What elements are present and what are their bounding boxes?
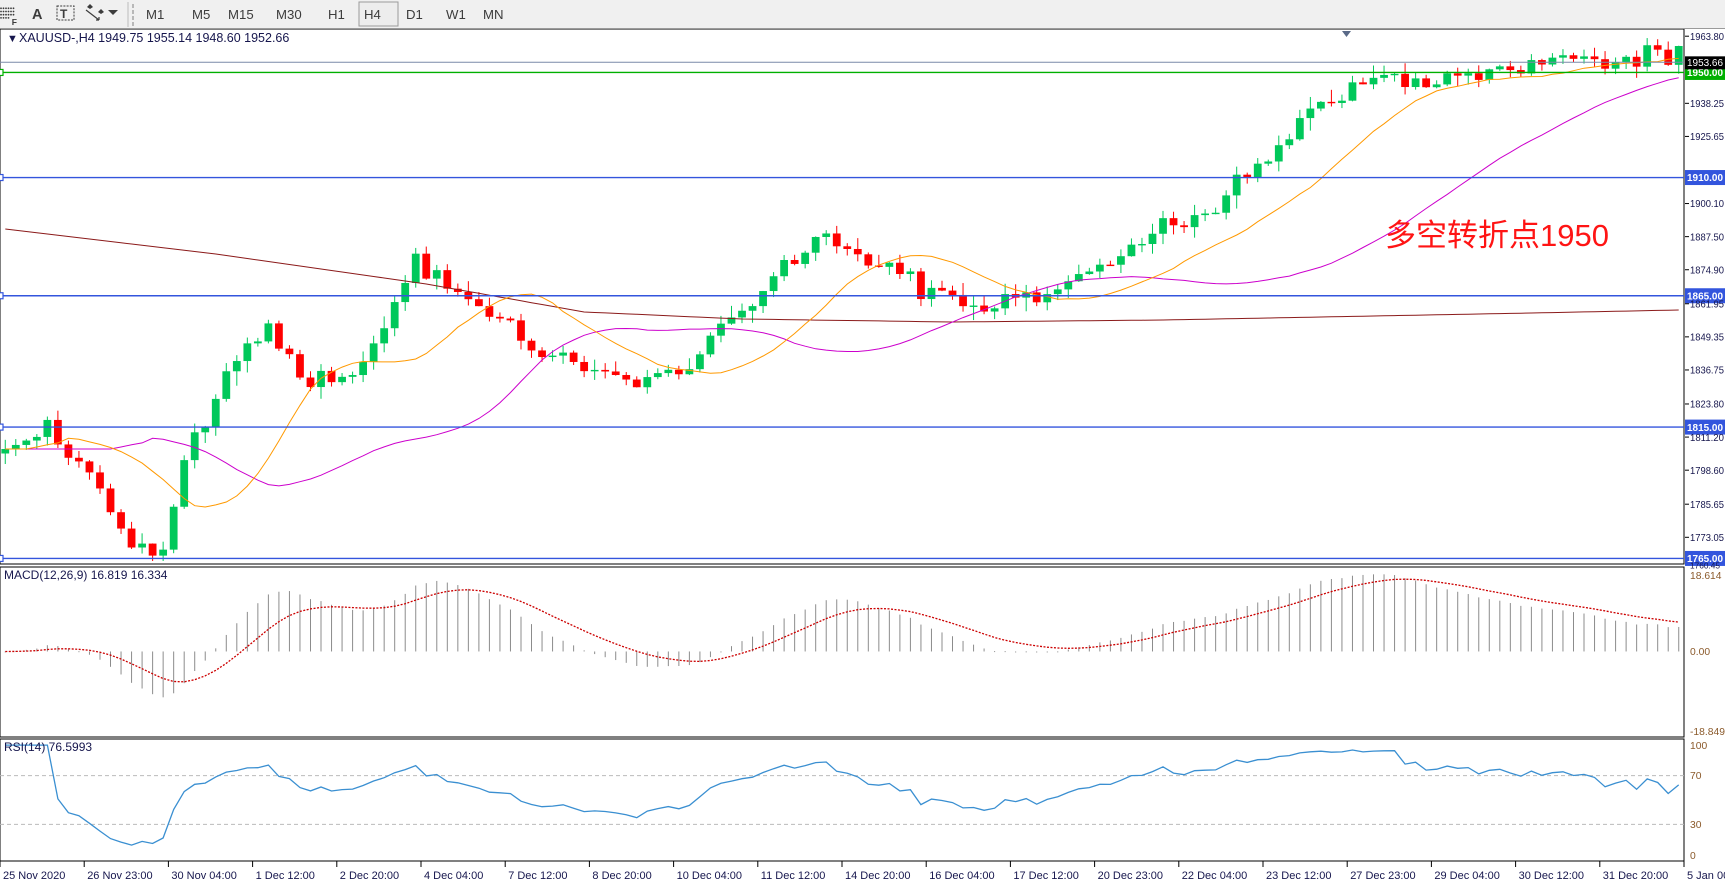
- svg-text:4 Dec 04:00: 4 Dec 04:00: [424, 870, 483, 882]
- svg-text:14 Dec 20:00: 14 Dec 20:00: [845, 870, 910, 882]
- svg-text:30 Nov 04:00: 30 Nov 04:00: [171, 870, 236, 882]
- svg-text:1773.05: 1773.05: [1690, 533, 1724, 544]
- svg-text:1760.45: 1760.45: [1690, 561, 1720, 571]
- svg-text:1938.25: 1938.25: [1690, 99, 1724, 110]
- svg-text:1849.35: 1849.35: [1690, 333, 1724, 344]
- svg-text:1887.50: 1887.50: [1690, 232, 1724, 243]
- svg-text:26 Nov 23:00: 26 Nov 23:00: [87, 870, 152, 882]
- svg-text:30: 30: [1690, 820, 1702, 831]
- svg-text:5 Jan 00:00: 5 Jan 00:00: [1687, 870, 1725, 882]
- svg-text:1823.80: 1823.80: [1690, 400, 1724, 411]
- svg-text:1861.95: 1861.95: [1690, 299, 1724, 310]
- svg-text:MN: MN: [483, 7, 504, 22]
- svg-text:1785.65: 1785.65: [1690, 500, 1724, 511]
- svg-text:0: 0: [1690, 851, 1696, 862]
- svg-text:M5: M5: [192, 7, 210, 22]
- svg-text:1925.65: 1925.65: [1690, 132, 1724, 143]
- svg-text:7 Dec 12:00: 7 Dec 12:00: [508, 870, 567, 882]
- svg-text:29 Dec 04:00: 29 Dec 04:00: [1434, 870, 1499, 882]
- svg-text:17 Dec 12:00: 17 Dec 12:00: [1013, 870, 1078, 882]
- svg-text:20 Dec 23:00: 20 Dec 23:00: [1098, 870, 1163, 882]
- svg-text:T: T: [60, 7, 68, 21]
- svg-text:23 Dec 12:00: 23 Dec 12:00: [1266, 870, 1331, 882]
- svg-text:10 Dec 04:00: 10 Dec 04:00: [677, 870, 742, 882]
- svg-text:H1: H1: [328, 7, 345, 22]
- svg-text:16 Dec 04:00: 16 Dec 04:00: [929, 870, 994, 882]
- svg-text:1963.80: 1963.80: [1690, 32, 1724, 43]
- svg-text:1953.66: 1953.66: [1687, 58, 1723, 69]
- svg-text:25 Nov 2020: 25 Nov 2020: [3, 870, 65, 882]
- svg-text:XAUUSD-,H4 1949.75 1955.14 19: XAUUSD-,H4 1949.75 1955.14 1948.60 1952.…: [19, 31, 289, 45]
- svg-text:100: 100: [1690, 741, 1707, 752]
- svg-text:1950.00: 1950.00: [1687, 68, 1723, 79]
- svg-text:M15: M15: [228, 7, 254, 22]
- svg-text:1836.75: 1836.75: [1690, 366, 1724, 377]
- svg-text:27 Dec 23:00: 27 Dec 23:00: [1350, 870, 1415, 882]
- svg-text:1 Dec 12:00: 1 Dec 12:00: [256, 870, 315, 882]
- svg-text:MACD(12,26,9) 16.819 16.334: MACD(12,26,9) 16.819 16.334: [4, 568, 168, 582]
- svg-text:8 Dec 20:00: 8 Dec 20:00: [592, 870, 651, 882]
- svg-text:-18.849: -18.849: [1690, 727, 1725, 738]
- svg-text:1910.00: 1910.00: [1687, 173, 1723, 184]
- svg-text:M30: M30: [276, 7, 302, 22]
- svg-text:70: 70: [1690, 771, 1702, 782]
- svg-text:▼: ▼: [7, 33, 18, 45]
- svg-text:A: A: [32, 7, 43, 23]
- svg-text:多空转折点1950: 多空转折点1950: [1385, 218, 1609, 253]
- svg-text:RSI(14) 76.5993: RSI(14) 76.5993: [4, 740, 92, 754]
- svg-text:0.00: 0.00: [1690, 647, 1710, 658]
- svg-text:D1: D1: [406, 7, 423, 22]
- svg-text:31 Dec 20:00: 31 Dec 20:00: [1603, 870, 1668, 882]
- svg-text:11 Dec 12:00: 11 Dec 12:00: [761, 870, 826, 882]
- svg-text:W1: W1: [446, 7, 466, 22]
- svg-text:1811.20: 1811.20: [1690, 433, 1724, 444]
- svg-text:22 Dec 04:00: 22 Dec 04:00: [1182, 870, 1247, 882]
- svg-text:2 Dec 20:00: 2 Dec 20:00: [340, 870, 399, 882]
- svg-text:1874.90: 1874.90: [1690, 265, 1724, 276]
- svg-text:1798.60: 1798.60: [1690, 466, 1724, 477]
- svg-text:M1: M1: [146, 7, 164, 22]
- svg-text:30 Dec 12:00: 30 Dec 12:00: [1519, 870, 1584, 882]
- svg-text:H4: H4: [364, 7, 381, 22]
- svg-text:18.614: 18.614: [1690, 571, 1722, 582]
- svg-text:1900.10: 1900.10: [1690, 199, 1724, 210]
- svg-text:F: F: [12, 17, 17, 27]
